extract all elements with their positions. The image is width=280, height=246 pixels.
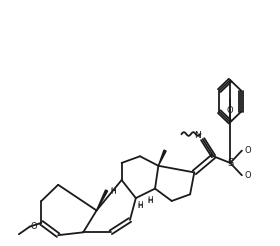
Text: H: H [147,198,153,204]
Polygon shape [158,150,166,166]
Text: H: H [111,188,116,194]
Text: O: O [227,106,234,115]
Text: O: O [244,171,251,180]
Polygon shape [97,190,108,211]
Text: H: H [137,201,143,210]
Text: N: N [195,131,201,140]
Text: H: H [147,197,153,205]
Text: S: S [227,158,233,168]
Text: O: O [244,146,251,155]
Text: O: O [31,222,38,231]
Text: H: H [137,203,143,209]
Text: H: H [110,187,116,196]
